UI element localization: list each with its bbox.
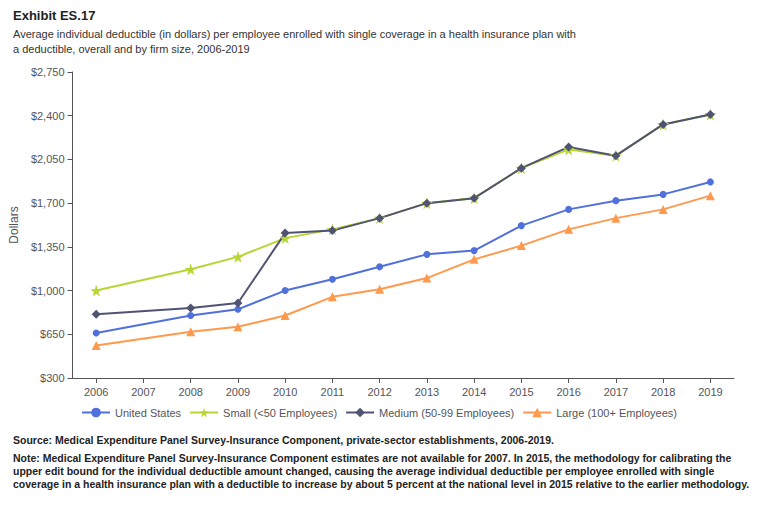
svg-text:2017: 2017 — [604, 386, 628, 398]
svg-text:2013: 2013 — [415, 386, 439, 398]
svg-text:Medium (50-99 Employees): Medium (50-99 Employees) — [379, 407, 514, 419]
svg-text:2011: 2011 — [321, 386, 345, 398]
svg-text:2014: 2014 — [462, 386, 486, 398]
svg-text:United States: United States — [115, 407, 182, 419]
svg-text:Medical Expenditure Panel Surv: Medical Expenditure Panel Survey-Insuran… — [40, 452, 734, 464]
svg-text:2018: 2018 — [651, 386, 675, 398]
svg-text:$1,000: $1,000 — [31, 285, 65, 297]
svg-text:$650: $650 — [40, 328, 64, 340]
svg-text:Average individual deductible: Average individual deductible (in dollar… — [13, 28, 576, 40]
svg-text:$2,400: $2,400 — [31, 110, 65, 122]
svg-text:coverage in a health insurance: coverage in a health insurance plan with… — [13, 478, 749, 490]
svg-text:a deductible, overall and by f: a deductible, overall and by firm size, … — [13, 43, 250, 55]
svg-text:2008: 2008 — [178, 386, 202, 398]
svg-text:Source:: Source: — [13, 434, 52, 446]
svg-text:Dollars: Dollars — [7, 206, 21, 243]
svg-text:2007: 2007 — [131, 386, 155, 398]
svg-text:2016: 2016 — [556, 386, 580, 398]
svg-text:Note:: Note: — [13, 452, 40, 464]
svg-text:2006: 2006 — [84, 386, 108, 398]
svg-text:Exhibit ES.17: Exhibit ES.17 — [13, 8, 95, 23]
svg-text:$2,050: $2,050 — [31, 153, 65, 165]
svg-text:$1,700: $1,700 — [31, 197, 65, 209]
svg-text:2012: 2012 — [367, 386, 391, 398]
svg-text:Small (<50 Employees): Small (<50 Employees) — [223, 407, 337, 419]
svg-text:2019: 2019 — [698, 386, 722, 398]
svg-text:$2,750: $2,750 — [31, 66, 65, 78]
svg-text:Medical Expenditure Panel Surv: Medical Expenditure Panel Survey-Insuran… — [52, 434, 554, 446]
svg-text:2015: 2015 — [509, 386, 533, 398]
svg-text:2010: 2010 — [273, 386, 297, 398]
svg-text:upper edit bound for the indiv: upper edit bound for the individual dedu… — [13, 465, 717, 477]
svg-text:$1,350: $1,350 — [31, 241, 65, 253]
svg-text:2009: 2009 — [226, 386, 250, 398]
svg-text:$300: $300 — [40, 372, 64, 384]
svg-text:Large (100+ Employees): Large (100+ Employees) — [556, 407, 677, 419]
